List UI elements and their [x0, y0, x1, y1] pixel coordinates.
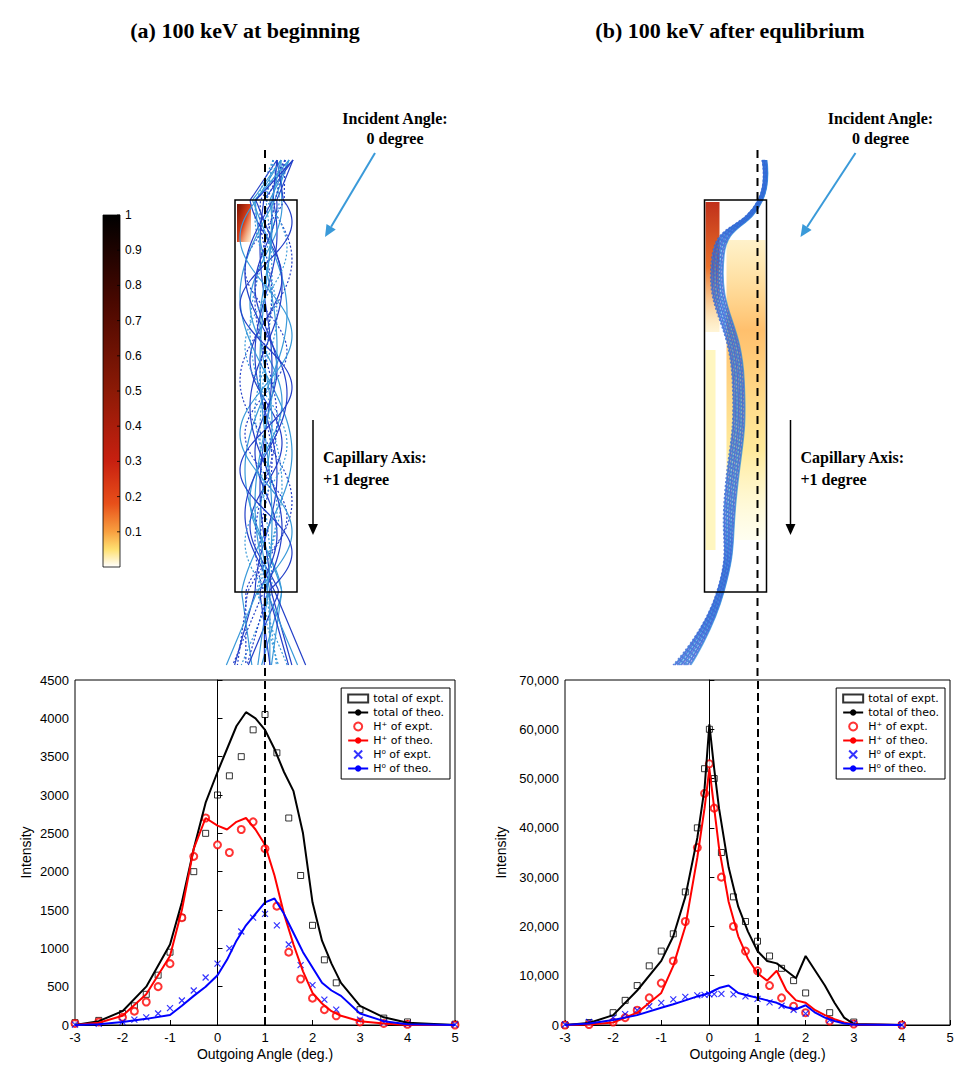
svg-text:-1: -1 [655, 1030, 667, 1045]
svg-text:Outgoing Angle (deg.): Outgoing Angle (deg.) [197, 1046, 333, 1062]
svg-text:Intensity: Intensity [493, 826, 509, 878]
svg-text:0 degree: 0 degree [852, 130, 909, 148]
svg-text:total of theo.: total of theo. [868, 706, 939, 719]
svg-text:3: 3 [850, 1030, 857, 1045]
svg-text:H⁰ of theo.: H⁰ of theo. [868, 762, 926, 775]
svg-text:5: 5 [451, 1030, 458, 1045]
svg-text:4000: 4000 [40, 711, 69, 726]
svg-text:2: 2 [802, 1030, 809, 1045]
svg-text:+1 degree: +1 degree [801, 471, 867, 489]
svg-text:0: 0 [706, 1030, 713, 1045]
svg-text:0: 0 [214, 1030, 221, 1045]
svg-text:H⁰ of expt.: H⁰ of expt. [868, 748, 926, 761]
svg-text:0.6: 0.6 [125, 349, 142, 363]
svg-text:-3: -3 [69, 1030, 81, 1045]
svg-text:0 degree: 0 degree [366, 130, 423, 148]
svg-text:Incident Angle:: Incident Angle: [342, 110, 447, 128]
svg-text:0.1: 0.1 [125, 525, 142, 539]
svg-text:0.5: 0.5 [125, 384, 142, 398]
svg-text:0.7: 0.7 [125, 314, 142, 328]
svg-text:5: 5 [946, 1030, 953, 1045]
svg-text:2000: 2000 [40, 864, 69, 879]
svg-text:0: 0 [62, 1018, 69, 1033]
svg-text:0.2: 0.2 [125, 490, 142, 504]
svg-text:60,000: 60,000 [519, 722, 559, 737]
svg-text:1: 1 [261, 1030, 268, 1045]
svg-text:40,000: 40,000 [519, 820, 559, 835]
svg-text:30,000: 30,000 [519, 870, 559, 885]
svg-text:Capillary Axis:: Capillary Axis: [323, 449, 427, 467]
svg-text:70,000: 70,000 [519, 673, 559, 688]
svg-text:50,000: 50,000 [519, 771, 559, 786]
svg-text:1: 1 [125, 208, 132, 222]
svg-text:total of expt.: total of expt. [373, 692, 444, 705]
svg-text:500: 500 [47, 979, 69, 994]
svg-text:Incident Angle:: Incident Angle: [828, 110, 933, 128]
svg-text:H⁰ of theo.: H⁰ of theo. [373, 762, 431, 775]
svg-text:total of theo.: total of theo. [373, 706, 444, 719]
svg-text:0.8: 0.8 [125, 278, 142, 292]
svg-text:H⁺ of expt.: H⁺ of expt. [868, 720, 928, 733]
svg-text:Capillary Axis:: Capillary Axis: [801, 449, 905, 467]
svg-text:0.9: 0.9 [125, 243, 142, 257]
svg-text:1: 1 [754, 1030, 761, 1045]
svg-text:3000: 3000 [40, 788, 69, 803]
svg-text:10,000: 10,000 [519, 968, 559, 983]
svg-text:-1: -1 [164, 1030, 176, 1045]
svg-text:H⁺ of theo.: H⁺ of theo. [868, 734, 928, 747]
svg-text:-2: -2 [607, 1030, 619, 1045]
svg-text:0: 0 [552, 1018, 559, 1033]
svg-text:0.3: 0.3 [125, 454, 142, 468]
svg-text:1500: 1500 [40, 903, 69, 918]
svg-text:3500: 3500 [40, 749, 69, 764]
svg-text:3: 3 [356, 1030, 363, 1045]
svg-text:+1 degree: +1 degree [323, 471, 389, 489]
svg-text:(a) 100 keV at beginning: (a) 100 keV at beginning [130, 18, 359, 43]
svg-text:20,000: 20,000 [519, 919, 559, 934]
svg-text:1000: 1000 [40, 941, 69, 956]
svg-text:-2: -2 [117, 1030, 129, 1045]
svg-text:Intensity: Intensity [18, 826, 34, 878]
svg-text:4: 4 [898, 1030, 905, 1045]
svg-text:2500: 2500 [40, 826, 69, 841]
svg-text:4: 4 [404, 1030, 411, 1045]
svg-text:H⁺ of expt.: H⁺ of expt. [373, 720, 433, 733]
svg-text:4500: 4500 [40, 673, 69, 688]
svg-text:0.4: 0.4 [125, 419, 142, 433]
svg-text:H⁰ of expt.: H⁰ of expt. [373, 748, 431, 761]
svg-text:-3: -3 [559, 1030, 571, 1045]
svg-text:total of expt.: total of expt. [868, 692, 939, 705]
svg-text:(b) 100 keV after equlibrium: (b) 100 keV after equlibrium [595, 18, 864, 43]
svg-text:H⁺ of theo.: H⁺ of theo. [373, 734, 433, 747]
svg-text:2: 2 [309, 1030, 316, 1045]
svg-text:Outgoing Angle (deg.): Outgoing Angle (deg.) [689, 1046, 825, 1062]
